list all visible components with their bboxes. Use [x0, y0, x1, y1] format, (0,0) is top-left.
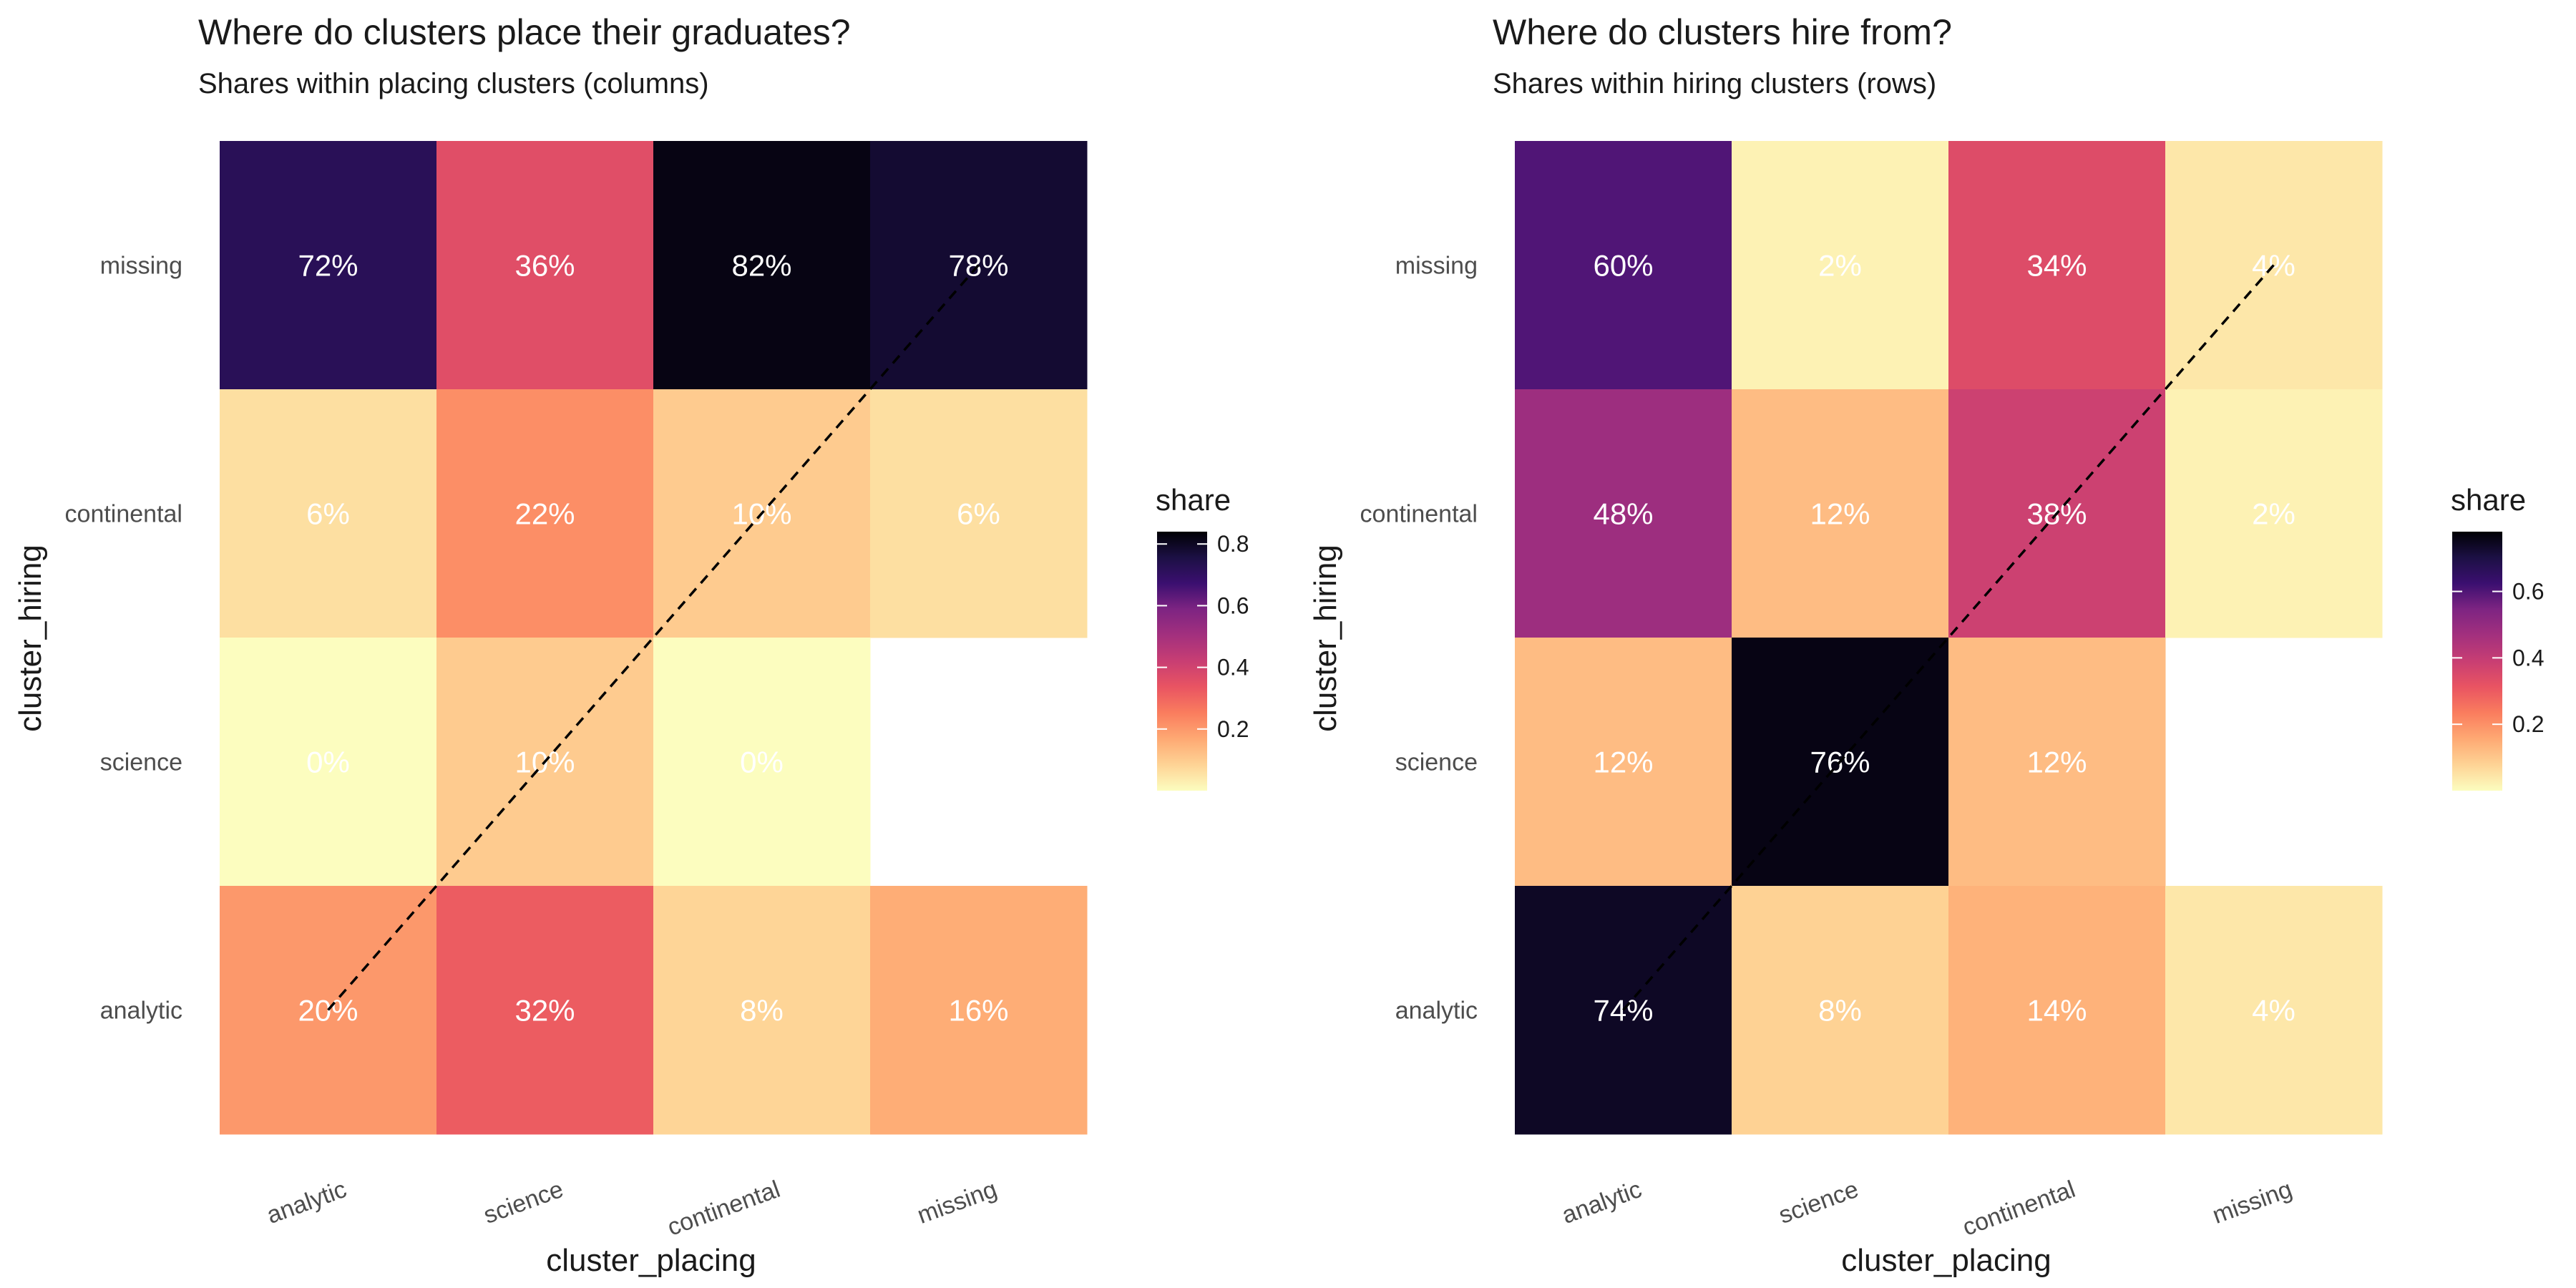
heatmap-cell	[1732, 389, 1949, 638]
cell-value-label: 0%	[306, 746, 350, 779]
heatmap-cell	[220, 389, 437, 638]
cell-value-label: 14%	[2026, 994, 2087, 1028]
x-tick-label: analytic	[263, 1176, 350, 1229]
cell-value-label: 6%	[957, 497, 1000, 531]
heatmap-cell	[1515, 141, 1732, 390]
cell-value-label: 6%	[306, 497, 350, 531]
cell-value-label: 4%	[2252, 994, 2296, 1028]
chart-subtitle: Shares within placing clusters (columns)	[198, 68, 709, 99]
legend-title: share	[2451, 483, 2526, 517]
x-tick-label: missing	[2209, 1176, 2296, 1229]
cell-value-label: 74%	[1593, 994, 1653, 1028]
heatmap-cell	[653, 886, 871, 1135]
x-tick-label: science	[480, 1176, 567, 1229]
y-axis-title: cluster_hiring	[1308, 545, 1343, 732]
legend-tick-label: 0.2	[1217, 716, 1249, 742]
x-tick-label: analytic	[1558, 1176, 1645, 1229]
cell-value-label: 0%	[740, 746, 784, 779]
legend-colorbar	[1157, 532, 1207, 791]
cell-value-label: 12%	[1593, 746, 1653, 779]
y-tick-label: science	[1395, 749, 1478, 776]
y-tick-label: analytic	[1395, 997, 1478, 1025]
cell-value-label: 16%	[948, 994, 1008, 1028]
cell-value-label: 22%	[514, 497, 575, 531]
cell-value-label: 20%	[298, 994, 358, 1028]
y-tick-label: continental	[65, 501, 182, 528]
heatmap-panel-hiring: Where do clusters hire from? Shares with…	[1308, 12, 2544, 1278]
legend-tick-label: 0.6	[1217, 592, 1249, 618]
heatmap-cell	[653, 638, 871, 887]
heatmap-cell	[2165, 389, 2383, 638]
color-legend: share 0.2 0.4 0.6	[2451, 483, 2544, 791]
cell-value-label: 60%	[1593, 249, 1653, 283]
heatmap-cell	[1732, 141, 1949, 390]
y-tick-label: continental	[1360, 501, 1478, 528]
heatmap-cell	[436, 389, 654, 638]
x-axis-title: cluster_placing	[546, 1243, 756, 1278]
legend-tick-label: 0.6	[2512, 579, 2544, 605]
y-tick-label: missing	[1395, 253, 1478, 280]
legend-colorbar	[2452, 532, 2502, 791]
heatmap-cell	[436, 141, 654, 390]
legend-tick-label: 0.8	[1217, 531, 1249, 557]
x-tick-label: science	[1775, 1176, 1862, 1229]
legend-title: share	[1156, 483, 1231, 517]
heatmap-cell	[220, 638, 437, 887]
heatmap-cell	[870, 389, 1088, 638]
heatmap-cell	[1732, 886, 1949, 1135]
legend-tick-label: 0.4	[2512, 645, 2544, 670]
x-tick-label: continental	[1959, 1176, 2079, 1241]
cell-value-label: 12%	[1810, 497, 1870, 531]
heatmap-cells: 72%36%82%78%6%22%10%6%0%10%0%20%32%8%16%	[220, 141, 1088, 1135]
legend-tick-label: 0.2	[2512, 711, 2544, 737]
chart-title: Where do clusters place their graduates?	[198, 12, 851, 52]
x-tick-label: missing	[914, 1176, 1000, 1229]
cell-value-label: 32%	[514, 994, 575, 1028]
x-axis-title: cluster_placing	[1841, 1243, 2051, 1278]
y-axis-title: cluster_hiring	[13, 545, 48, 732]
heatmap-cell	[1515, 389, 1732, 638]
heatmap-cell	[1948, 638, 2166, 887]
y-tick-label: analytic	[100, 997, 182, 1025]
y-tick-label: missing	[100, 253, 182, 280]
heatmap-cell	[653, 141, 871, 390]
x-tick-label: continental	[664, 1176, 784, 1241]
cell-value-label: 36%	[514, 249, 575, 283]
heatmap-panel-placing: Where do clusters place their graduates?…	[13, 12, 1249, 1278]
cell-value-label: 48%	[1593, 497, 1653, 531]
cell-value-label: 8%	[740, 994, 784, 1028]
heatmap-cell	[1948, 886, 2166, 1135]
y-tick-label: science	[100, 749, 182, 776]
heatmap-cell	[2165, 886, 2383, 1135]
heatmap-cells: 60%2%34%4%48%12%38%2%12%76%12%74%8%14%4%	[1515, 141, 2383, 1135]
cell-value-label: 72%	[298, 249, 358, 283]
cell-value-label: 2%	[1818, 249, 1862, 283]
cell-value-label: 12%	[2026, 746, 2087, 779]
chart-subtitle: Shares within hiring clusters (rows)	[1493, 68, 1936, 99]
legend-tick-label: 0.4	[1217, 655, 1249, 680]
cell-value-label: 82%	[731, 249, 791, 283]
heatmap-cell	[1515, 638, 1732, 887]
heatmap-cell	[436, 886, 654, 1135]
heatmap-cell	[870, 886, 1088, 1135]
color-legend: share 0.2 0.4 0.6 0.8	[1156, 483, 1249, 791]
cell-value-label: 34%	[2026, 249, 2087, 283]
cell-value-label: 8%	[1818, 994, 1862, 1028]
chart-title: Where do clusters hire from?	[1493, 12, 1952, 52]
heatmap-cell	[220, 141, 437, 390]
cell-value-label: 2%	[2252, 497, 2296, 531]
heatmap-cell	[1948, 141, 2166, 390]
